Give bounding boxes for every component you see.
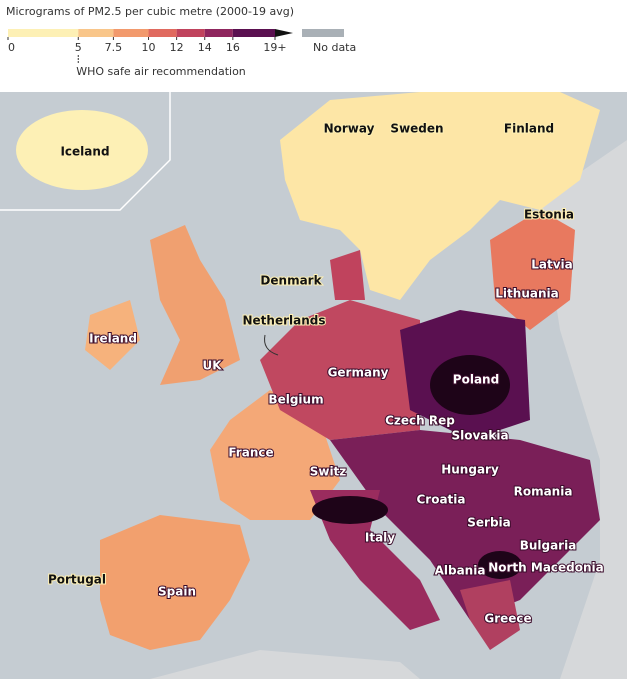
land xyxy=(312,496,388,524)
country-label: Germany xyxy=(328,366,389,380)
country-label: Belgium xyxy=(268,393,323,407)
legend-swatch xyxy=(113,29,149,37)
no-data-label: No data xyxy=(313,41,356,54)
land xyxy=(16,110,148,190)
country-label: Netherlands xyxy=(242,314,325,328)
country-label: Croatia xyxy=(416,493,465,507)
legend-swatch xyxy=(204,29,233,37)
country-label: Lithuania xyxy=(495,287,558,301)
country-label: UK xyxy=(202,359,222,373)
country-label: Hungary xyxy=(441,463,499,477)
legend-tick-label: 16 xyxy=(226,41,240,54)
country-label: Ireland xyxy=(89,332,137,346)
legend-swatch xyxy=(78,29,114,37)
country-label: Sweden xyxy=(390,122,443,136)
country-label: Iceland xyxy=(60,145,109,159)
land xyxy=(460,580,520,650)
legend-title: Micrograms of PM2.5 per cubic metre (200… xyxy=(6,5,294,18)
country-label: Greece xyxy=(484,612,531,626)
legend-swatch xyxy=(148,29,177,37)
legend-tick-label: 5 xyxy=(75,41,82,54)
no-data-swatch xyxy=(302,29,344,37)
land xyxy=(260,300,420,440)
legend-swatch xyxy=(176,29,205,37)
legend-tick-label: 12 xyxy=(170,41,184,54)
country-label: Spain xyxy=(158,585,196,599)
legend-tick-label: 7.5 xyxy=(105,41,123,54)
land xyxy=(490,210,575,330)
land xyxy=(150,225,240,385)
land xyxy=(430,355,510,415)
legend-tick-label: 14 xyxy=(198,41,212,54)
country-label: Albania xyxy=(435,564,486,578)
country-label: France xyxy=(228,446,273,460)
country-label: Portugal xyxy=(48,573,106,587)
country-label: Denmark xyxy=(260,274,322,288)
land xyxy=(85,300,140,370)
inset-frame xyxy=(0,92,171,211)
country-label: Switz xyxy=(310,465,347,479)
land xyxy=(310,490,440,630)
country-label: Italy xyxy=(365,531,395,545)
country-label: Norway xyxy=(324,122,375,136)
map xyxy=(0,92,627,679)
legend-arrow xyxy=(275,29,293,37)
country-label: Finland xyxy=(504,122,554,136)
country-label: Romania xyxy=(514,485,573,499)
land-no-data xyxy=(150,650,420,679)
land xyxy=(100,515,250,650)
country-label: Poland xyxy=(453,373,499,387)
leader-line xyxy=(264,334,279,356)
legend-tick-label: 10 xyxy=(142,41,156,54)
legend-tick-label: 0 xyxy=(8,41,15,54)
land xyxy=(330,250,365,300)
who-label: WHO safe air recommendation xyxy=(76,65,246,78)
legend-swatch xyxy=(8,29,79,37)
land xyxy=(478,551,522,579)
country-label: Serbia xyxy=(467,516,511,530)
legend-tick-label: 19+ xyxy=(263,41,286,54)
legend-swatch xyxy=(232,29,275,37)
country-label: Bulgaria xyxy=(520,539,577,553)
country-label: Slovakia xyxy=(451,429,508,443)
country-label: Latvia xyxy=(531,258,573,272)
land xyxy=(280,92,600,300)
country-label: Estonia xyxy=(524,208,574,222)
country-label: North Macedonia xyxy=(488,561,604,575)
land xyxy=(330,430,600,620)
country-label: Czech Rep xyxy=(385,414,455,428)
